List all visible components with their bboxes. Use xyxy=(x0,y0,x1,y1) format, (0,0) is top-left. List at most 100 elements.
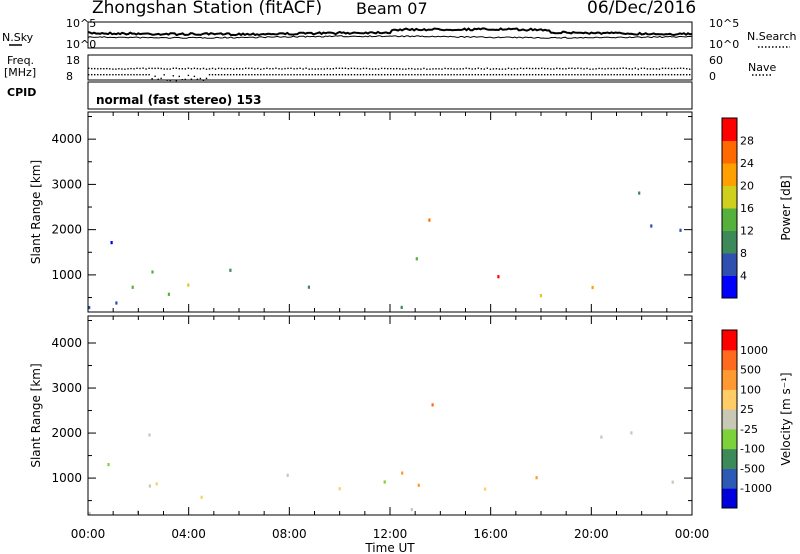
freq-dot xyxy=(616,67,618,70)
nave-dot xyxy=(151,78,153,80)
range-gate-cell xyxy=(383,480,386,484)
nave-tick-high: 60 xyxy=(709,54,723,67)
nave-dot xyxy=(468,74,470,76)
nave-dot xyxy=(643,74,646,76)
freq-dot xyxy=(317,68,319,70)
freq-dot xyxy=(474,68,476,70)
colorbar-label: Velocity [m s⁻¹] xyxy=(779,372,793,465)
y-tick-label: 4000 xyxy=(51,336,82,350)
nave-dot xyxy=(474,74,476,76)
freq-dot xyxy=(100,68,102,70)
colorbar-swatch xyxy=(722,369,737,390)
freq-dot xyxy=(163,68,165,70)
nave-dot xyxy=(236,74,238,76)
freq-dot xyxy=(525,67,528,69)
freq-dot xyxy=(380,67,383,70)
freq-dot xyxy=(311,68,313,70)
freq-dot xyxy=(245,67,247,69)
colorbar-label: Power [dB] xyxy=(779,175,793,240)
nave-dot xyxy=(670,74,673,76)
nave-dot xyxy=(94,74,96,76)
range-gate-cell xyxy=(107,463,110,467)
x-tick-label: 00:00 xyxy=(675,527,710,541)
nave-dot xyxy=(661,74,664,76)
freq-dot xyxy=(272,68,274,70)
nave-dot xyxy=(432,74,434,76)
freq-dot xyxy=(248,67,250,70)
freq-dot xyxy=(190,68,193,70)
y-axis-label: Slant Range [km] xyxy=(29,363,43,467)
nave-dot xyxy=(193,75,196,78)
range-gate-cell xyxy=(417,483,420,487)
x-tick-label: 00:00 xyxy=(71,527,106,541)
nave-dot xyxy=(293,74,295,76)
freq-dot xyxy=(411,67,413,70)
freq-dot xyxy=(640,67,643,69)
freq-dot xyxy=(166,68,168,70)
freq-dot xyxy=(637,68,639,70)
freq-dot xyxy=(547,67,549,70)
nave-dot xyxy=(184,78,186,81)
freq-label: Freq. xyxy=(7,54,35,67)
colorbar-tick-label: 25 xyxy=(740,403,754,416)
freq-dot xyxy=(562,68,564,70)
nave-dot xyxy=(586,74,588,76)
freq-dot xyxy=(625,67,627,70)
nave-dot xyxy=(408,74,410,76)
nave-dot xyxy=(112,74,114,76)
freq-dot xyxy=(145,68,147,70)
nave-dot xyxy=(649,74,652,76)
freq-dot xyxy=(438,68,440,70)
freq-dot xyxy=(489,68,492,70)
freq-dot xyxy=(356,67,359,70)
nave-dot xyxy=(510,74,513,76)
nave-dot xyxy=(254,74,256,76)
freq-dot xyxy=(148,67,150,69)
freq-dot xyxy=(682,67,685,70)
freq-dot xyxy=(643,67,646,69)
nave-dot xyxy=(239,74,241,76)
freq-panel-frame xyxy=(87,54,693,81)
nave-dot xyxy=(290,74,292,76)
freq-dot xyxy=(486,67,488,69)
nave-dot xyxy=(553,74,555,76)
freq-dot xyxy=(124,68,126,70)
nave-dot xyxy=(287,74,289,76)
nave-dot xyxy=(242,74,244,76)
nave-dot xyxy=(411,74,413,76)
colorbar-tick-label: 500 xyxy=(740,364,761,377)
freq-dot xyxy=(251,67,253,70)
nave-dot xyxy=(299,74,301,76)
freq-dot xyxy=(199,68,202,70)
nave-dot xyxy=(257,74,259,76)
freq-dots xyxy=(88,67,691,70)
nsky-line xyxy=(87,27,693,37)
freq-dot xyxy=(211,67,214,70)
nave-dot xyxy=(359,74,362,76)
nave-tick-low: 0 xyxy=(709,70,716,83)
freq-dot xyxy=(667,67,670,70)
colorbar-swatch xyxy=(722,389,737,410)
freq-dot xyxy=(504,68,507,70)
colorbar-tick-label: -25 xyxy=(740,423,758,436)
nave-dot xyxy=(580,74,582,76)
colorbar-frame xyxy=(721,117,738,299)
nave-dot xyxy=(329,74,331,76)
freq-dot xyxy=(384,67,386,70)
nave-dot xyxy=(121,74,123,76)
freq-dot xyxy=(136,67,138,69)
freq-dot xyxy=(471,68,473,70)
freq-dot xyxy=(417,68,419,70)
nave-dot xyxy=(610,74,612,76)
colorbar-tick-label: 4 xyxy=(740,270,747,283)
freq-dot xyxy=(139,67,141,70)
nave-dot xyxy=(133,74,135,76)
nave-dot xyxy=(673,74,676,76)
nave-dot xyxy=(338,74,341,76)
freq-dot xyxy=(465,67,467,69)
nave-dot xyxy=(562,74,564,76)
velocity-axes: 1000 2000 3000 4000 Slant Range [km] xyxy=(29,315,693,516)
nave-dot xyxy=(196,78,199,80)
nave-dot xyxy=(311,74,313,76)
nave-dot xyxy=(571,74,573,76)
